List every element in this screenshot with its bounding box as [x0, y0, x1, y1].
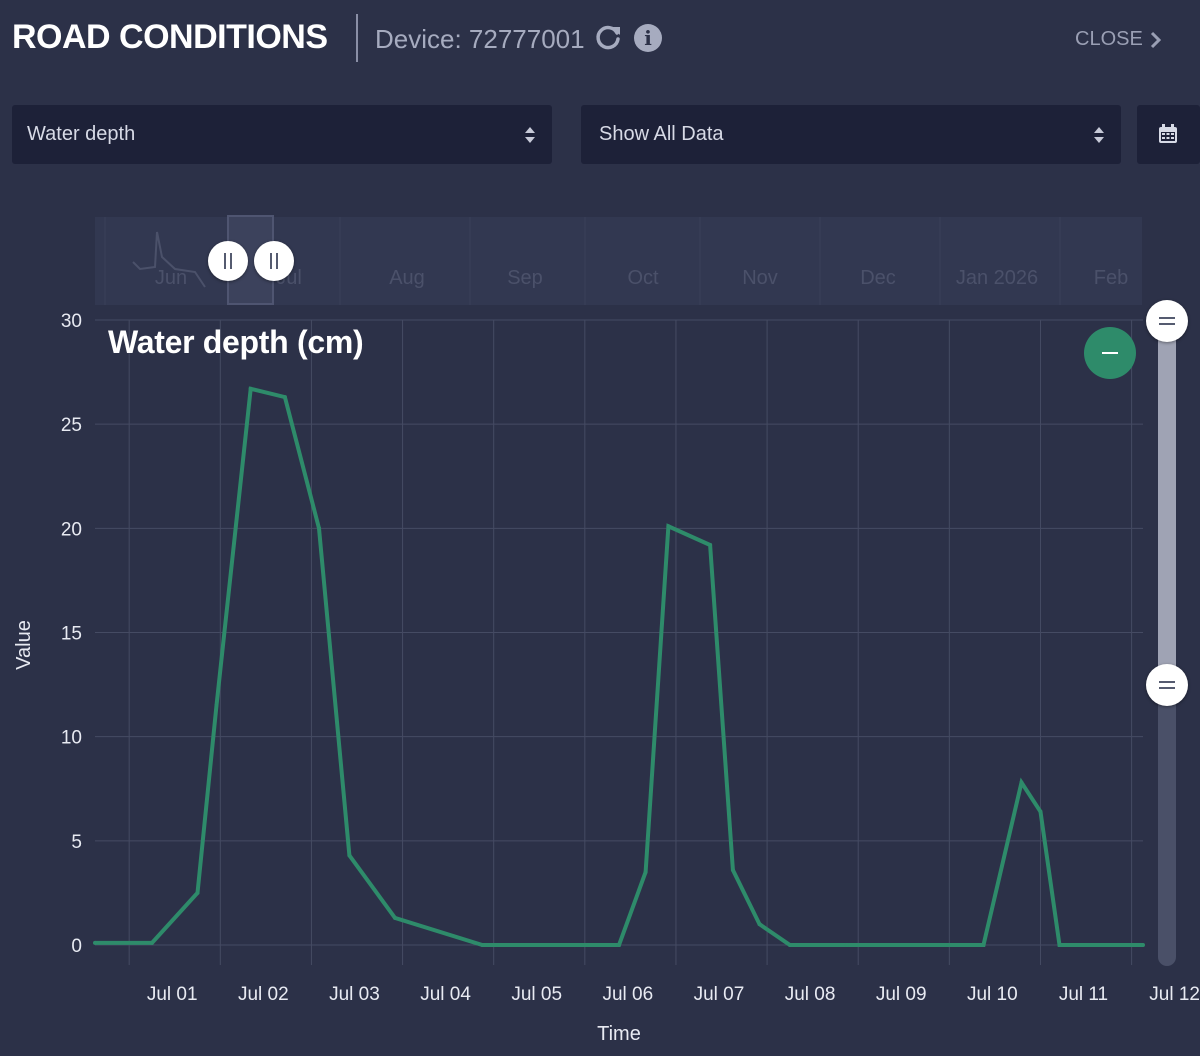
- line-chart: 0 5 10 15 20 25 30 Jul 01 Jul 02 Jul 03 Jul 04 Jul …: [13, 311, 1200, 1045]
- navigator-left-handle[interactable]: [208, 241, 248, 281]
- x-tick-label: Jul 11: [1059, 984, 1108, 1005]
- page-title: ROAD CONDITIONS: [12, 18, 328, 56]
- x-tick-label: Jul 04: [420, 984, 471, 1005]
- data-point: [317, 526, 322, 531]
- x-tick-label: Jul 01: [147, 984, 198, 1005]
- info-icon[interactable]: i: [634, 24, 662, 52]
- data-point: [282, 395, 287, 400]
- reset-zoom-button[interactable]: [1084, 327, 1136, 379]
- refresh-icon[interactable]: [593, 22, 623, 52]
- range-select-value: Show All Data: [599, 123, 724, 145]
- data-point: [643, 870, 648, 875]
- sort-arrows-icon: [1094, 127, 1104, 143]
- data-point: [844, 943, 849, 947]
- metric-select-value: Water depth: [27, 123, 136, 145]
- data-point: [708, 543, 713, 547]
- close-button[interactable]: CLOSE: [1075, 28, 1161, 51]
- navigator-month-label: Feb: [1093, 267, 1129, 289]
- chevron-right-icon: [1150, 31, 1161, 48]
- data-point: [666, 524, 671, 529]
- header-divider: [356, 14, 358, 62]
- data-point: [582, 943, 587, 947]
- navigator-month-label: Dec: [860, 267, 896, 289]
- navigator-month-label: Oct: [627, 267, 659, 289]
- x-tick-label: Jul 08: [785, 984, 836, 1005]
- navigator-month-label: Jan 2026: [955, 267, 1039, 289]
- navigator-right-handle[interactable]: [254, 241, 294, 281]
- x-tick-label: Jul 06: [602, 984, 653, 1005]
- data-point: [195, 890, 200, 895]
- value-range-bottom-handle[interactable]: [1146, 664, 1188, 706]
- y-tick-label: 20: [61, 519, 82, 540]
- y-axis-label: Value: [13, 620, 35, 670]
- data-point: [617, 943, 621, 947]
- value-range-fill: [1158, 320, 1176, 685]
- y-tick-label: 30: [61, 311, 82, 332]
- x-tick-label: Jul 10: [967, 984, 1018, 1005]
- x-tick-label: Jul 03: [329, 984, 380, 1005]
- data-point: [730, 868, 735, 872]
- data-point: [1057, 943, 1062, 947]
- x-tick-label: Jul 07: [694, 984, 745, 1005]
- series-line: [95, 386, 1143, 947]
- value-range-top-handle[interactable]: [1146, 300, 1188, 342]
- data-point: [392, 915, 397, 920]
- navigator-month-label: Nov: [742, 267, 778, 289]
- data-point: [943, 943, 948, 947]
- data-point: [1038, 809, 1043, 814]
- header-bar: ROAD CONDITIONS Device: 72777001 i CLOSE: [0, 0, 1200, 80]
- data-point: [248, 386, 253, 391]
- data-point: [981, 943, 986, 947]
- x-tick-label: Jul 09: [876, 984, 927, 1005]
- data-point: [787, 943, 792, 947]
- metric-select[interactable]: Water depth: [12, 105, 552, 164]
- data-point: [214, 703, 219, 708]
- y-tick-label: 5: [71, 832, 82, 853]
- calendar-button[interactable]: [1137, 105, 1200, 164]
- y-tick-label: 25: [61, 415, 82, 436]
- data-point: [347, 853, 352, 858]
- navigator-month-label: Jun: [154, 267, 188, 289]
- navigator-month-label: Sep: [507, 267, 543, 289]
- device-label: Device: 72777001: [375, 24, 585, 54]
- navigator-series: [104, 217, 1061, 305]
- data-point: [149, 940, 154, 945]
- data-point: [480, 943, 485, 947]
- x-tick-label: Jul 05: [511, 984, 562, 1005]
- y-tick-label: 15: [61, 624, 82, 645]
- data-point: [1141, 943, 1145, 947]
- x-axis-label: Time: [597, 1023, 641, 1045]
- data-point: [757, 922, 762, 927]
- chart-title: Water depth (cm): [108, 324, 364, 360]
- sort-arrows-icon: [525, 127, 535, 143]
- minus-icon: [1102, 352, 1118, 354]
- navigator-month-label: Aug: [389, 267, 425, 289]
- data-point: [1019, 780, 1024, 785]
- x-tick-label: Jul 02: [238, 984, 289, 1005]
- x-tick-label: Jul 12: [1149, 984, 1200, 1005]
- calendar-icon: [1159, 124, 1177, 143]
- y-tick-label: 10: [61, 728, 82, 749]
- range-select[interactable]: Show All Data: [581, 105, 1121, 164]
- close-label: CLOSE: [1075, 28, 1143, 50]
- data-point: [93, 940, 97, 945]
- y-tick-label: 0: [71, 936, 82, 957]
